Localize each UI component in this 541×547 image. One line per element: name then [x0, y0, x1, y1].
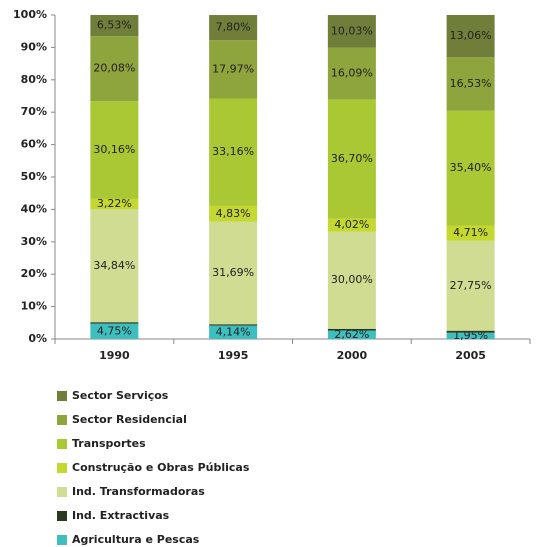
- bar-segment: [327, 15, 376, 48]
- bar-segment: [209, 40, 258, 99]
- bar-segment: [90, 101, 139, 199]
- value-label: 35,40%: [450, 161, 492, 174]
- y-tick-label: 70%: [21, 105, 47, 118]
- value-label: 10,03%: [331, 24, 373, 37]
- bar-segment: [209, 205, 258, 222]
- y-tick-label: 80%: [21, 73, 47, 86]
- legend-swatch: [57, 439, 67, 449]
- value-label: 3,22%: [97, 197, 132, 210]
- bar-segment: [327, 330, 376, 339]
- value-label: 36,70%: [331, 152, 373, 165]
- bar-segment: [90, 323, 139, 339]
- bar-segment: [446, 330, 495, 333]
- bar-segment: [209, 98, 258, 206]
- bar-segment: [90, 36, 139, 102]
- value-label: 30,00%: [331, 273, 373, 286]
- y-tick-label: 20%: [21, 267, 47, 280]
- y-tick-label: 90%: [21, 40, 47, 53]
- value-label: 4,02%: [334, 218, 369, 231]
- bar-segment: [209, 221, 258, 325]
- y-tick-label: 10%: [21, 300, 47, 313]
- legend-swatch: [57, 415, 67, 425]
- value-label: 20,08%: [93, 62, 135, 75]
- value-label: 17,97%: [212, 62, 254, 75]
- legend-swatch: [57, 487, 67, 497]
- bar-segment: [90, 209, 139, 323]
- value-label: 2,62%: [334, 328, 369, 341]
- bar-segment: [327, 328, 376, 331]
- bar-segment: [90, 322, 139, 324]
- bar-segment: [327, 218, 376, 232]
- bar-segment: [446, 14, 495, 58]
- legend-swatch: [57, 391, 67, 401]
- y-tick-label: 50%: [21, 170, 47, 183]
- bar-segment: [446, 57, 495, 111]
- bar-segment: [446, 332, 495, 339]
- value-label: 30,16%: [93, 143, 135, 156]
- value-label: 4,83%: [216, 207, 251, 220]
- bar-segment: [446, 240, 495, 331]
- bar-segment: [327, 47, 376, 100]
- bar-segment: [446, 110, 495, 226]
- y-tick-label: 100%: [13, 8, 47, 21]
- value-label: 6,53%: [97, 19, 132, 32]
- bar-segment: [90, 14, 139, 37]
- value-label: 4,71%: [453, 226, 488, 239]
- legend-swatch: [57, 463, 67, 473]
- bar-segment: [209, 325, 258, 339]
- value-label: 16,09%: [331, 67, 373, 80]
- x-tick-label: 1990: [99, 349, 130, 362]
- value-label: 34,84%: [93, 259, 135, 272]
- value-label: 7,80%: [216, 21, 251, 34]
- legend-label: Transportes: [72, 437, 146, 450]
- legend-label: Sector Residencial: [72, 413, 187, 426]
- legend-swatch: [57, 511, 67, 521]
- value-label: 33,16%: [212, 145, 254, 158]
- bar-segment: [209, 324, 258, 326]
- legend-label: Construção e Obras Públicas: [72, 461, 250, 474]
- legend-label: Ind. Transformadoras: [72, 485, 205, 498]
- y-tick-label: 30%: [21, 235, 47, 248]
- legend-label: Ind. Extractivas: [72, 509, 170, 522]
- value-label: 4,14%: [216, 325, 251, 338]
- legend-label: Sector Serviços: [72, 389, 169, 402]
- y-tick-label: 60%: [21, 138, 47, 151]
- bar-segment: [209, 15, 258, 41]
- legend-label: Agricultura e Pescas: [72, 533, 200, 546]
- bar-segment: [90, 198, 139, 210]
- y-tick-label: 0%: [28, 332, 47, 345]
- value-label: 13,06%: [450, 29, 492, 42]
- value-label: 16,53%: [450, 77, 492, 90]
- value-label: 27,75%: [450, 279, 492, 292]
- value-label: 31,69%: [212, 266, 254, 279]
- value-label: 4,75%: [97, 324, 132, 337]
- x-tick-label: 1995: [218, 349, 249, 362]
- legend-swatch: [57, 535, 67, 545]
- bar-segment: [327, 99, 376, 219]
- bar-segment: [327, 231, 376, 329]
- bar-segment: [446, 225, 495, 241]
- x-tick-label: 2005: [455, 349, 486, 362]
- y-tick-label: 40%: [21, 202, 47, 215]
- x-tick-label: 2000: [337, 349, 368, 362]
